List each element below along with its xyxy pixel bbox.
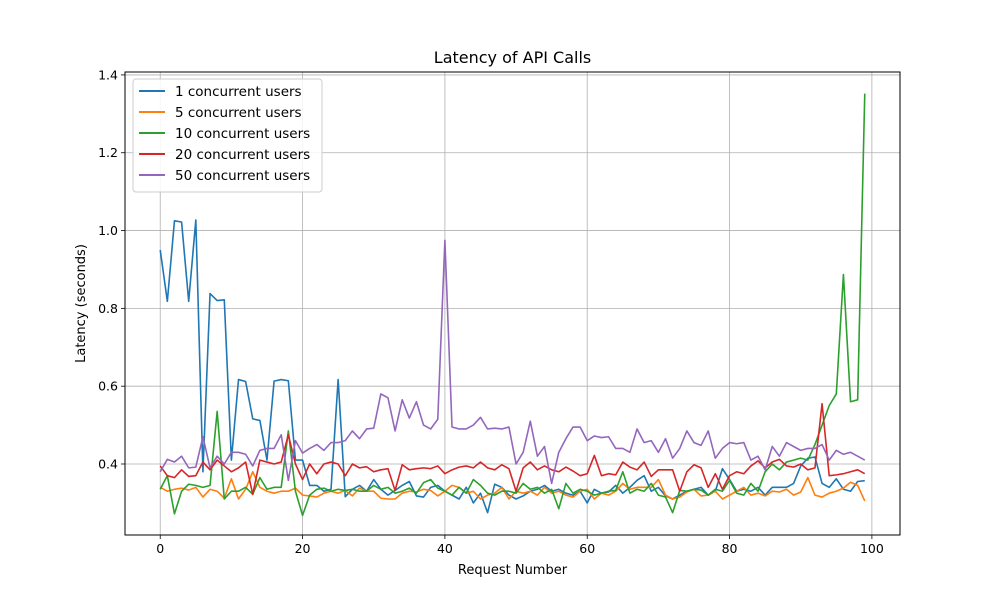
x-tick-label: 100 xyxy=(860,541,884,556)
series-line-4 xyxy=(159,402,866,496)
legend-entry: 50 concurrent users xyxy=(175,168,310,184)
legend-entry: 20 concurrent users xyxy=(175,147,310,163)
legend-entry: 5 concurrent users xyxy=(175,105,302,121)
y-tick-label: 1.4 xyxy=(98,67,118,82)
y-tick-label: 0.4 xyxy=(98,456,118,471)
legend: 1 concurrent users 5 concurrent users 10 c… xyxy=(132,78,323,193)
x-tick-label: 60 xyxy=(579,541,595,556)
y-tick-label: 1.0 xyxy=(98,223,118,238)
series-line-5 xyxy=(159,239,866,485)
x-tick-label: 80 xyxy=(722,541,738,556)
series-line-3 xyxy=(159,93,866,517)
x-tick-label: 40 xyxy=(437,541,453,556)
y-tick-label: 0.6 xyxy=(98,379,118,394)
y-axis-label: Latency (seconds) xyxy=(74,244,89,363)
plot-frame xyxy=(124,71,901,536)
legend-entry: 1 concurrent users xyxy=(175,84,302,100)
series-line-2 xyxy=(159,470,866,502)
y-tick-label: 0.8 xyxy=(98,301,118,316)
legend-box xyxy=(132,78,323,193)
x-axis: 0 20 40 60 80 100 xyxy=(156,535,884,556)
y-axis: 0.4 0.6 0.8 1.0 1.2 1.4 xyxy=(98,67,125,471)
x-axis-label: Request Number xyxy=(458,563,568,578)
chart-title: Latency of API Calls xyxy=(434,48,591,67)
legend-entry: 10 concurrent users xyxy=(175,126,310,142)
x-tick-label: 0 xyxy=(156,541,164,556)
y-tick-label: 1.2 xyxy=(98,145,118,160)
x-tick-label: 20 xyxy=(295,541,311,556)
series-layer xyxy=(159,93,866,517)
